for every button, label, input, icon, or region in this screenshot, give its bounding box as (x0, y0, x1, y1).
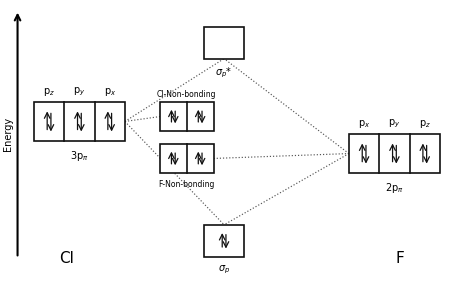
Text: 3p$_{\pi}$: 3p$_{\pi}$ (70, 149, 89, 163)
Text: Cl: Cl (59, 251, 74, 266)
Text: p$_y$: p$_y$ (388, 117, 401, 130)
Text: p$_z$: p$_z$ (43, 86, 55, 98)
Text: p$_z$: p$_z$ (419, 118, 431, 130)
Bar (160, 144, 214, 173)
Text: $\sigma_p$: $\sigma_p$ (218, 264, 230, 276)
Text: Cl-Non-bonding: Cl-Non-bonding (157, 90, 217, 99)
Text: F: F (396, 251, 405, 266)
Text: 2p$_{\pi}$: 2p$_{\pi}$ (385, 182, 404, 195)
Text: p$_y$: p$_y$ (73, 85, 86, 98)
Text: Energy: Energy (3, 117, 13, 151)
Text: p$_x$: p$_x$ (358, 118, 370, 130)
Bar (34, 102, 125, 141)
Bar (204, 27, 244, 59)
Text: $\sigma_p$*: $\sigma_p$* (215, 66, 233, 80)
Text: F-Non-bonding: F-Non-bonding (158, 180, 215, 189)
Bar (160, 102, 214, 131)
Bar (349, 134, 440, 173)
Bar (204, 225, 244, 257)
Text: p$_x$: p$_x$ (103, 86, 116, 98)
